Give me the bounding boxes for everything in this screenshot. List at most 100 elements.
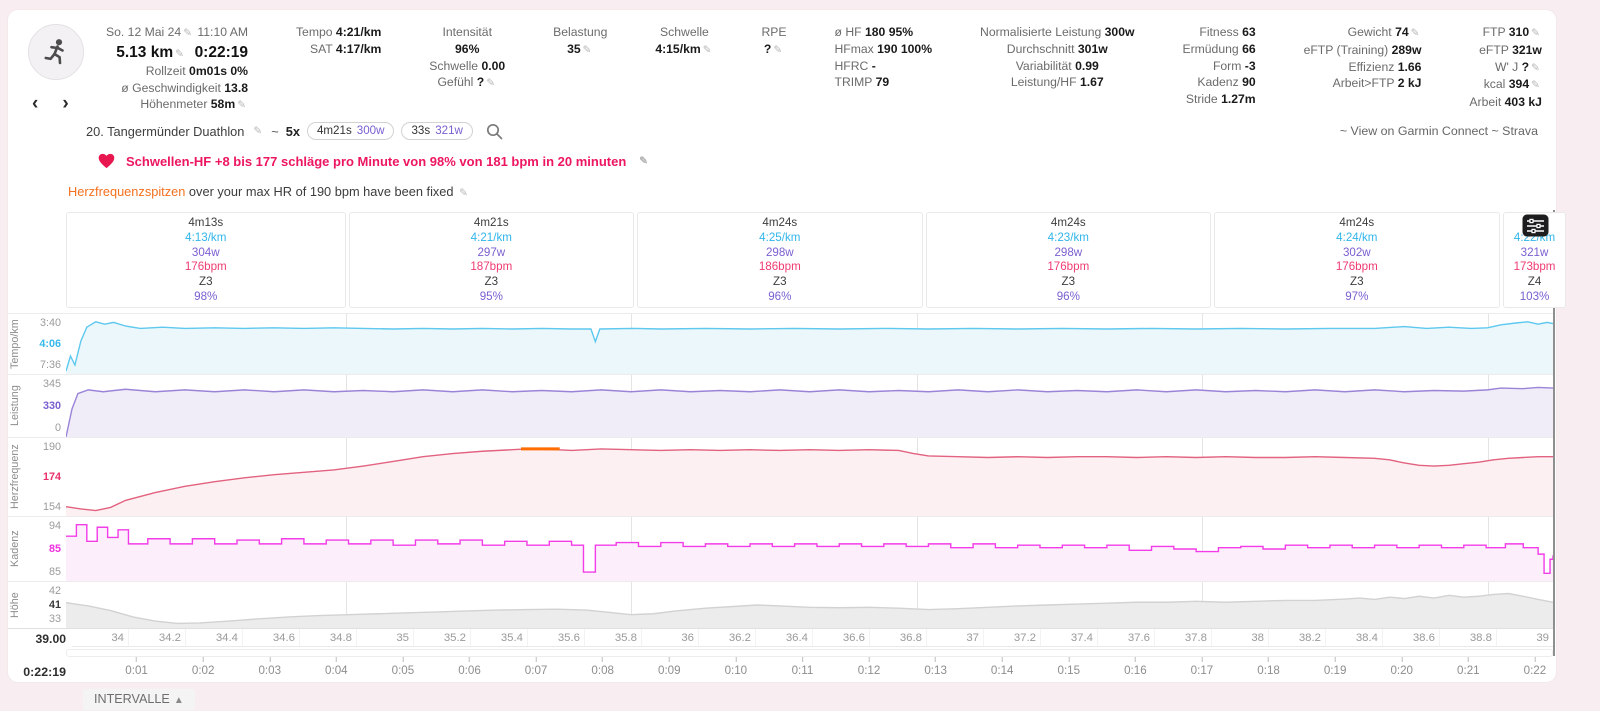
stat-row: Effizienz 1.66 [1304,59,1421,76]
stat-row: Stride 1.27m [1182,91,1256,108]
prev-activity-button[interactable]: ‹ [32,93,39,114]
stat-segment: 301w [1077,41,1108,56]
stat-segment[interactable] [1531,77,1540,94]
time-tick: 0:19 [1324,656,1346,677]
interval-power: 298w [1054,245,1083,259]
axis-tick-avg: 330 [42,400,61,413]
distance-cell: 35 [357,629,413,647]
stat-segment: Leistung/HF [1010,75,1080,90]
stat-segment[interactable] [175,46,184,63]
stat-segment: eFTP [1479,42,1513,57]
interval-box[interactable]: 4:22/km 321w 173bpm Z4 103% [1502,212,1567,309]
stat-row: HFRC - [835,58,933,75]
stat-row: Fitness 63 [1182,24,1255,41]
interval-zone: Z4 [1527,274,1542,288]
interval-percent: 96% [1056,289,1080,303]
distance-cell: 34.2 [129,629,185,647]
stat-segment: 4:21/km [335,25,382,39]
stat-row: Schwelle 0.00 [429,58,505,75]
interval-box[interactable]: 4m24s 4:25/km 298w 186bpm Z3 96% [637,212,923,309]
stat-row: Belastung [553,24,607,41]
chip-power: 321w [435,124,463,138]
stat-segment: 321w [1512,42,1542,57]
time-tick: 0:03 [258,656,281,677]
interval-box[interactable]: 4m24s 4:23/km 298w 176bpm Z3 96% [925,212,1212,309]
edit-threshold-icon[interactable] [639,155,648,167]
stat-row: Kadenz 90 [1182,74,1255,91]
interval-duration: 4m24s [1339,216,1375,230]
interval-pace: 4:25/km [759,230,801,244]
zoom-brush[interactable] [66,649,1553,658]
stat-segment: 394 [1508,77,1530,92]
interval-percent: 95% [479,289,503,303]
panel-axis-ticks: 3:40 4:06 7:36 [39,314,61,374]
stat-segment: Tempo [295,25,336,39]
interval-box[interactable]: 4m13s 4:13/km 304w 176bpm Z3 98% [66,212,346,309]
stat-row: ø Geschwindigkeit 13.8 [106,80,248,97]
hr-spikes-alert: Herzfrequenzspitzen over your max HR of … [8,169,1556,199]
interval-power: 297w [477,245,506,259]
panel-plot-area[interactable] [66,438,1553,517]
interval-chip[interactable]: 4m21s 300w [306,122,395,141]
stat-segment[interactable] [1411,25,1420,42]
stat-segment[interactable] [237,97,246,114]
intervalle-row: INTERVALLE ▲ [8,688,1556,711]
intervalle-toggle[interactable]: INTERVALLE ▲ [83,689,195,711]
next-activity-button[interactable]: › [62,93,69,114]
distance-cell: 34.4 [186,629,242,647]
distance-cell: 38 [1212,629,1268,647]
distance-cell: 37 [927,629,983,647]
stat-row: 35 [553,41,607,59]
interval-percent: 103% [1519,289,1550,303]
stat-segment[interactable] [183,25,192,42]
axis-tick-max: 345 [42,378,61,391]
search-icon[interactable] [486,123,503,140]
stats-column: ø HF 180 95% HFmax 190 100% HFRC - [835,24,933,114]
stat-row: Arbeit>FTP 2 kJ [1304,75,1422,92]
chart-settings-button[interactable] [1522,214,1549,237]
stat-segment[interactable] [773,42,782,59]
stat-segment[interactable] [703,42,712,59]
interval-zone: Z3 [1061,275,1076,288]
stat-segment: 58m [210,97,236,112]
runner-icon [44,39,64,65]
interval-zone: Z3 [199,275,213,288]
stat-segment[interactable] [1531,60,1540,77]
distance-cell: 35.4 [471,629,527,647]
stat-segment: 11:10 AM [194,25,248,39]
edit-spikes-icon[interactable] [459,187,468,199]
interval-power: 304w [191,245,220,259]
stat-segment: 0:22:19 [185,43,248,61]
time-total-label: 0:22:19 [23,665,66,680]
edit-title-icon[interactable] [253,125,262,137]
stat-segment: 289w [1391,42,1422,57]
chart-panel-row: Leistung 345 330 0 [8,374,1553,438]
interval-box[interactable]: 4m21s 4:21/km 297w 187bpm Z3 95% [348,212,635,309]
stat-segment[interactable] [486,75,495,92]
interval-percent: 97% [1345,289,1369,303]
stat-segment: Arbeit [1469,95,1505,110]
distance-cell: 36.2 [699,629,755,647]
panel-plot-area[interactable] [66,517,1553,582]
stat-segment: Durchschnitt [1006,41,1078,56]
stat-segment[interactable] [1531,25,1540,42]
panel-plot-area[interactable] [66,582,1553,629]
interval-box[interactable]: 4m24s 4:24/km 302w 176bpm Z3 97% [1214,212,1500,309]
time-tick: 0:01 [125,656,148,677]
panel-plot-area[interactable] [66,375,1553,438]
stat-segment: HFRC [834,58,872,73]
stat-segment[interactable] [583,42,592,59]
time-tick: 0:21 [1457,656,1480,677]
panel-axis-ticks: 190 174 154 [43,438,61,516]
time-tick: 0:09 [658,656,681,677]
axis-tick-min: 7:36 [39,359,61,372]
interval-chip[interactable]: 33s 321w [401,122,473,141]
stat-segment: 4:17/km [335,41,382,56]
interval-zone: Z3 [773,275,787,288]
external-links[interactable]: ~ View on Garmin Connect ~ Strava [1339,124,1538,139]
stats-column: Gewicht 74 eFTP (Training) 289w Effizien… [1304,24,1422,114]
stats-column: RPE ? [761,24,786,114]
distance-cell: 38.6 [1383,629,1439,647]
panel-plot-area[interactable] [66,314,1553,375]
activity-title[interactable]: 20. Tangermünder Duathlon [86,123,245,139]
